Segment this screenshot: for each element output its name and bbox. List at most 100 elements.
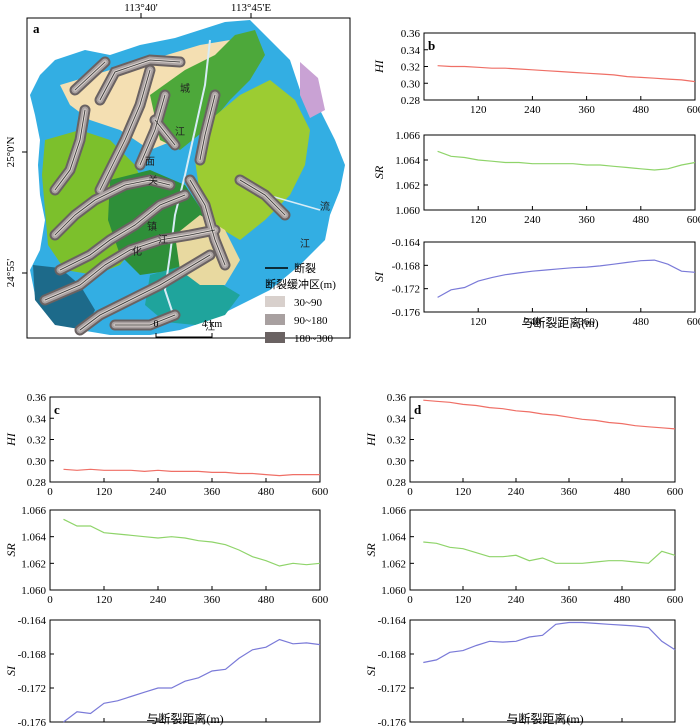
c-sr-ytick-label: 1.062 [21,558,46,570]
map-text-8: 江 [205,321,215,333]
b-si-xtick-label: 240 [524,316,541,328]
lon-label-1: 113°40' [124,2,157,14]
b-si-ytick-label: -0.168 [392,260,421,272]
b-hi-xtick-label: 360 [578,104,595,116]
map-panel: 113°40' 113°45'E 25°0'N 24°55' [5,2,351,345]
b-hi-ytick-label: 0.30 [401,78,421,90]
c-si-ytick-label: -0.168 [18,649,47,661]
d-si-series-line [423,621,676,664]
b-si-xtick-label: 120 [470,316,487,328]
d-hi-xtick-label: 600 [667,486,684,498]
c-hi-xtick-label: 480 [258,486,275,498]
b-hi-ytick-label: 0.32 [401,62,420,74]
d-sr-ytick-label: 1.062 [381,558,406,570]
b-hi-series-label: HI [372,59,386,74]
c-hi-xtick-label: 120 [96,486,113,498]
map-text-9: 流 [320,200,330,213]
b-si-xtick-label: 600 [687,316,700,328]
map-legend: 断裂 断裂缓冲区(m) 30~90 90~180 180~300 [265,261,336,345]
b-hi-series-line [437,65,696,83]
d-sr-ytick-label: 1.060 [381,585,406,597]
dark-green-zone-north [150,30,265,150]
c-sr-xtick-label: 480 [258,594,275,606]
d-sr-plot-frame [409,509,676,591]
d-si-series-label: SI [364,665,378,676]
d-sr-series-line [423,541,676,564]
chart-panel-d: 0.360.340.320.300.280 120 240 360 480 600HI1.… [364,392,684,727]
legend-swatch-90-180 [265,314,285,325]
d-sr-xtick-label: 480 [614,594,631,606]
b-sr-ytick-label: 1.060 [395,205,420,217]
b-sr-plot-frame [423,134,696,211]
lat-label-1: 25°0'N [5,137,17,168]
b-sr-xtick-label: 600 [687,214,700,226]
map-text-5: 镇 [147,220,157,233]
legend-class-3: 180~300 [294,333,333,345]
d-hi-ytick-label: 0.30 [387,456,407,468]
d-hi-xtick-label: 120 [455,486,472,498]
d-si-ytick-label: -0.168 [378,649,407,661]
geology-map: 城 江 面 关 镇 化 江 江 流 江 [30,20,345,336]
c-si-ytick-label: -0.172 [18,683,46,695]
d-hi-xtick-label: 360 [561,486,578,498]
legend-fault-label: 断裂 [294,261,316,275]
map-frame [26,17,351,339]
b-hi-xtick-label: 120 [470,104,487,116]
map-text-10: 江 [300,238,310,250]
b-hi-xtick-label: 600 [687,104,700,116]
scale-distance-label: 4 km [202,319,223,330]
c-hi-xtick-label: 600 [312,486,329,498]
map-text-2: 江 [175,126,185,138]
c-hi-ytick-label: 0.30 [27,456,47,468]
c-hi-series-label: HI [4,432,18,447]
d-sr-xtick-label: 600 [667,594,684,606]
d-hi-ytick-label: 0.34 [387,413,407,425]
b-si-xtick-label: 480 [633,316,650,328]
c-si-ytick-label: -0.164 [18,615,47,627]
c-sr-xtick-label: 600 [312,594,329,606]
c-hi-ytick-label: 0.28 [27,477,47,489]
b-si-ytick-label: -0.164 [392,237,421,249]
b-si-series-line [437,259,696,298]
c-hi-xtick-label: 360 [204,486,221,498]
b-si-xtick-label: 360 [578,316,595,328]
d-hi-ytick-label: 0.36 [387,392,407,404]
d-sr-xtick-label: 0 [407,594,413,606]
purple-zone-east [300,62,325,118]
d-hi-plot-frame [409,396,676,483]
c-si-ytick-label: -0.176 [18,717,47,727]
legend-swatch-180-300 [265,332,285,343]
b-si-series-label: SI [372,271,386,282]
c-si-series-label: SI [4,665,18,676]
b-si-ytick-label: -0.172 [392,284,420,296]
chart-panel-c: 0.360.340.320.300.280 120 240 360 480 600HI1.… [4,392,329,727]
legend-buffer-title: 断裂缓冲区(m) [265,277,336,291]
b-sr-series-label: SR [372,165,386,179]
c-hi-ytick-label: 0.36 [27,392,47,404]
c-sr-xtick-label: 360 [204,594,221,606]
b-hi-xtick-label: 240 [524,104,541,116]
d-si-ytick-label: -0.176 [378,717,407,727]
chart-panel-b: 0.36 0.34 0.32 0.30 0.28 120 240 360 480 600 HI 1.0… [372,28,700,330]
c-sr-series-line [63,518,321,567]
b-hi-ytick-label: 0.28 [401,95,421,107]
scale-zero-label: 0 [154,319,159,330]
legend-swatch-30-90 [265,296,285,307]
b-sr-ytick-label: 1.066 [395,130,420,142]
d-sr-series-label: SR [364,543,378,557]
b-si-ytick-label: -0.176 [392,307,421,319]
c-sr-ytick-label: 1.060 [21,585,46,597]
b-sr-xtick-label: 360 [578,214,595,226]
c-si-plot-frame [49,619,321,723]
map-text-6: 化 [132,245,142,258]
panel-letter-a: a [33,21,40,36]
c-sr-xtick-label: 120 [96,594,113,606]
map-text-4: 关 [148,174,158,187]
c-hi-series-line [63,468,320,477]
b-sr-ytick-label: 1.064 [395,155,420,167]
b-hi-ytick-label: 0.36 [401,28,421,40]
map-place-labels: 城 江 面 关 镇 化 江 江 流 江 [132,83,330,333]
c-sr-plot-frame [49,509,321,591]
d-hi-xtick-label: 240 [508,486,525,498]
